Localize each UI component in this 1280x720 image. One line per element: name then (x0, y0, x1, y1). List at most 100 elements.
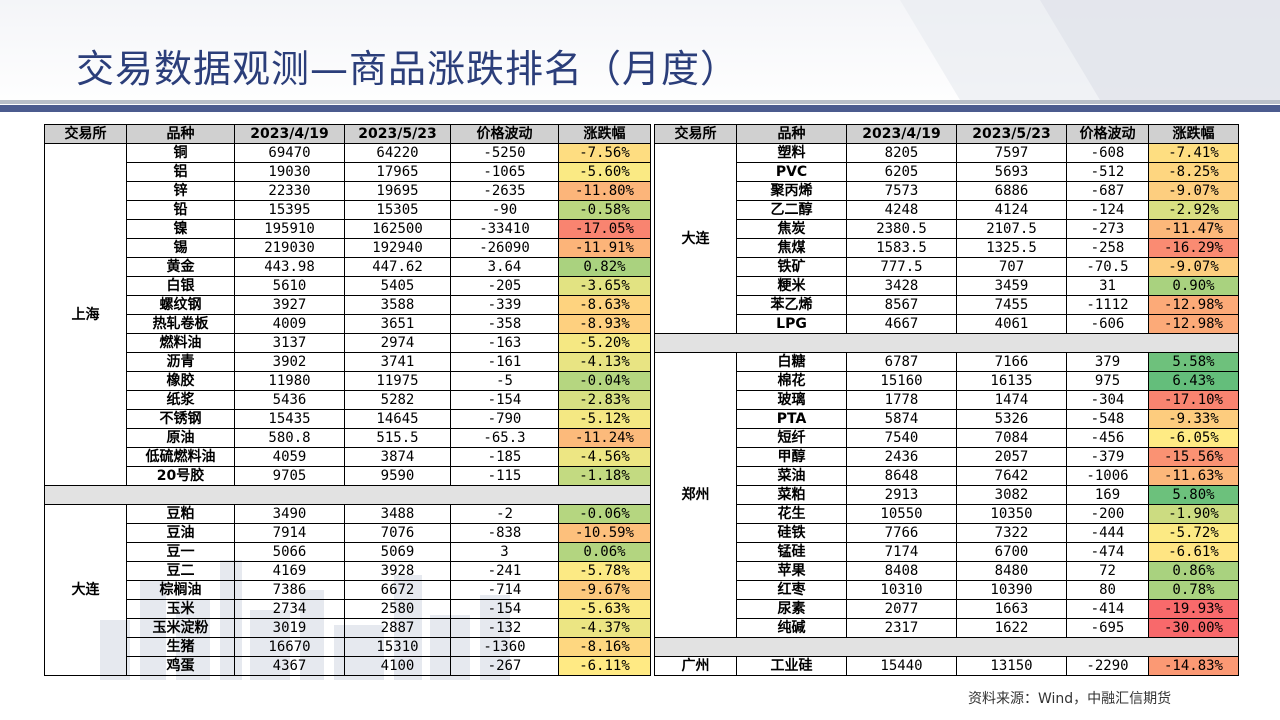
data-source-note: 资料来源：Wind，中融汇信期货 (968, 691, 1172, 707)
price-date-2-cell: 5282 (344, 390, 451, 410)
price-date-2-cell: 8480 (956, 561, 1067, 581)
price-date-1-cell: 10310 (846, 580, 957, 600)
price-date-1-cell: 8205 (846, 143, 957, 163)
table-row: 锌 22330 19695 -2635 -11.80% (45, 181, 651, 201)
table-row: PVC 6205 5693 -512 -8.25% (655, 162, 1239, 182)
table-row: 燃料油 3137 2974 -163 -5.20% (45, 333, 651, 353)
change-percent-cell: -9.07% (1148, 181, 1239, 201)
price-date-1-cell: 4248 (846, 200, 957, 220)
price-date-2-cell: 3651 (344, 314, 451, 334)
header-change-percent: 涨跌幅 (558, 124, 651, 144)
table-row: 纯碱 2317 1622 -695 -30.00% (655, 618, 1239, 638)
table-row: 橡胶 11980 11975 -5 -0.04% (45, 371, 651, 391)
change-percent-cell: -11.47% (1148, 219, 1239, 239)
price-date-1-cell: 195910 (234, 219, 345, 239)
price-date-1-cell: 3137 (234, 333, 345, 353)
exchange-cell: 郑州 (654, 352, 737, 638)
commodity-name-cell: 豆油 (126, 523, 235, 543)
price-date-2-cell: 17965 (344, 162, 451, 182)
commodity-name-cell: 白糖 (736, 352, 847, 372)
commodity-name-cell: 橡胶 (126, 371, 235, 391)
commodity-name-cell: 硅铁 (736, 523, 847, 543)
price-date-2-cell: 162500 (344, 219, 451, 239)
price-date-1-cell: 7573 (846, 181, 957, 201)
commodity-name-cell: 菜粕 (736, 485, 847, 505)
price-date-2-cell: 7322 (956, 523, 1067, 543)
price-change-cell: -358 (450, 314, 559, 334)
table-row: 玻璃 1778 1474 -304 -17.10% (655, 390, 1239, 410)
commodity-name-cell: 白银 (126, 276, 235, 296)
commodity-name-cell: 花生 (736, 504, 847, 524)
change-percent-cell: -15.56% (1148, 447, 1239, 467)
price-date-1-cell: 4367 (234, 656, 345, 676)
table-row: 热轧卷板 4009 3651 -358 -8.93% (45, 314, 651, 334)
commodity-name-cell: 塑料 (736, 143, 847, 163)
table-row: 红枣 10310 10390 80 0.78% (655, 580, 1239, 600)
change-percent-cell: -1.18% (558, 466, 651, 486)
price-change-cell: -258 (1066, 238, 1149, 258)
price-change-cell: -267 (450, 656, 559, 676)
price-change-cell: -154 (450, 599, 559, 619)
price-change-cell: -444 (1066, 523, 1149, 543)
header-exchange: 交易所 (654, 124, 737, 144)
price-date-1-cell: 5066 (234, 542, 345, 562)
price-date-2-cell: 19695 (344, 181, 451, 201)
table-row: 焦煤 1583.5 1325.5 -258 -16.29% (655, 238, 1239, 258)
change-percent-cell: -8.93% (558, 314, 651, 334)
price-date-2-cell: 6672 (344, 580, 451, 600)
table-row: 铁矿 777.5 707 -70.5 -9.07% (655, 257, 1239, 277)
price-date-2-cell: 707 (956, 257, 1067, 277)
change-percent-cell: 5.58% (1148, 352, 1239, 372)
change-percent-cell: -5.63% (558, 599, 651, 619)
price-change-cell: -70.5 (1066, 257, 1149, 277)
price-change-cell: -512 (1066, 162, 1149, 182)
price-change-cell: 80 (1066, 580, 1149, 600)
table-row: 鸡蛋 4367 4100 -267 -6.11% (45, 656, 651, 676)
change-percent-cell: -4.56% (558, 447, 651, 467)
header-change-percent: 涨跌幅 (1148, 124, 1239, 144)
commodity-name-cell: 菜油 (736, 466, 847, 486)
price-date-1-cell: 15395 (234, 200, 345, 220)
change-percent-cell: -2.83% (558, 390, 651, 410)
commodity-name-cell: 沥青 (126, 352, 235, 372)
commodity-name-cell: 生猪 (126, 637, 235, 657)
commodity-name-cell: PTA (736, 409, 847, 429)
commodity-name-cell: 螺纹钢 (126, 295, 235, 315)
price-date-2-cell: 2974 (344, 333, 451, 353)
table-row: 广州 工业硅 15440 13150 -2290 -14.83% (654, 656, 1239, 676)
commodity-name-cell: 乙二醇 (736, 200, 847, 220)
commodity-name-cell: 焦煤 (736, 238, 847, 258)
right-commodity-table: 交易所 品种 2023/4/19 2023/5/23 价格波动 涨跌幅 大连 塑料… (654, 124, 1239, 676)
change-percent-cell: -5.78% (558, 561, 651, 581)
price-change-cell: -790 (450, 409, 559, 429)
table-row: 豆一 5066 5069 3 0.06% (45, 542, 651, 562)
price-change-cell: -339 (450, 295, 559, 315)
price-change-cell: -2635 (450, 181, 559, 201)
commodity-name-cell: 黄金 (126, 257, 235, 277)
price-change-cell: -1065 (450, 162, 559, 182)
commodity-name-cell: 不锈钢 (126, 409, 235, 429)
commodity-name-cell: PVC (736, 162, 847, 182)
price-date-1-cell: 15435 (234, 409, 345, 429)
price-date-1-cell: 16670 (234, 637, 345, 657)
price-change-cell: -608 (1066, 143, 1149, 163)
change-percent-cell: 0.78% (1148, 580, 1239, 600)
commodity-name-cell: 棉花 (736, 371, 847, 391)
price-date-1-cell: 2317 (846, 618, 957, 638)
price-change-cell: -132 (450, 618, 559, 638)
price-date-1-cell: 6787 (846, 352, 957, 372)
table-row: 铅 15395 15305 -90 -0.58% (45, 200, 651, 220)
table-row: 苹果 8408 8480 72 0.86% (655, 561, 1239, 581)
price-date-2-cell: 6886 (956, 181, 1067, 201)
change-percent-cell: -7.56% (558, 143, 651, 163)
price-date-2-cell: 5405 (344, 276, 451, 296)
price-change-cell: -161 (450, 352, 559, 372)
price-date-2-cell: 14645 (344, 409, 451, 429)
header-date-2: 2023/5/23 (956, 124, 1067, 144)
change-percent-cell: -14.83% (1148, 656, 1239, 676)
table-row: 玉米淀粉 3019 2887 -132 -4.37% (45, 618, 651, 638)
table-row: 焦炭 2380.5 2107.5 -273 -11.47% (655, 219, 1239, 239)
header-date-1: 2023/4/19 (846, 124, 957, 144)
change-percent-cell: -2.92% (1148, 200, 1239, 220)
table-row: 乙二醇 4248 4124 -124 -2.92% (655, 200, 1239, 220)
